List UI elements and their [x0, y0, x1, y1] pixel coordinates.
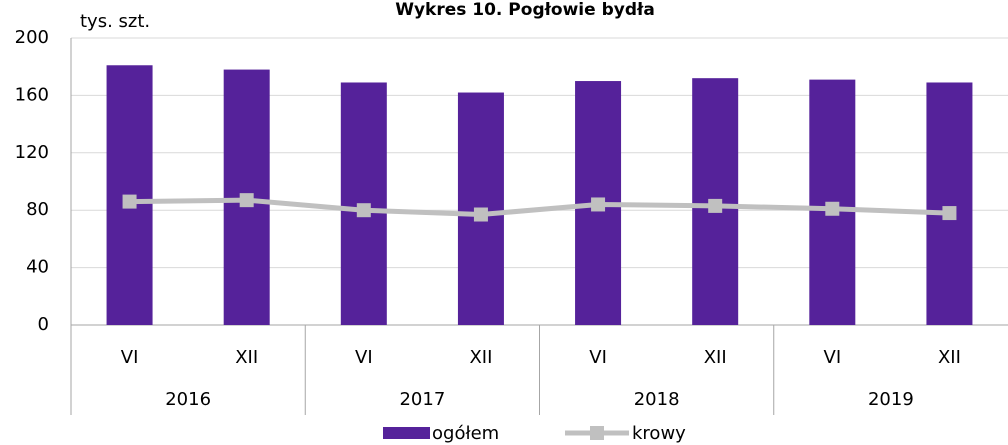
y-tick-label: 0	[38, 314, 49, 335]
legend-label: krowy	[632, 423, 686, 444]
group-label: 2017	[399, 389, 445, 410]
marker	[708, 198, 723, 213]
y-tick-label: 40	[26, 257, 49, 278]
marker	[239, 193, 254, 208]
x-tick-label: XII	[235, 347, 258, 368]
y-tick-label: 120	[15, 142, 49, 163]
group-label: 2019	[868, 389, 914, 410]
chart-title: Wykres 10. Pogłowie bydła	[395, 0, 655, 20]
y-tick-label: 200	[15, 27, 49, 48]
y-tick-label: 160	[15, 84, 49, 105]
marker	[473, 207, 488, 222]
group-label: 2016	[165, 389, 211, 410]
x-tick-label: VI	[121, 347, 139, 368]
x-tick-label: VI	[824, 347, 842, 368]
y-axis-label: tys. szt.	[80, 11, 150, 32]
marker	[356, 203, 371, 218]
legend-swatch	[383, 427, 430, 439]
group-label: 2018	[634, 389, 680, 410]
legend-label: ogółem	[432, 423, 499, 444]
x-tick-label: VI	[355, 347, 373, 368]
marker	[591, 197, 606, 212]
bar	[926, 82, 973, 325]
x-tick-label: VI	[589, 347, 607, 368]
legend-swatch	[590, 426, 604, 440]
x-tick-label: XII	[469, 347, 492, 368]
marker	[825, 201, 840, 216]
line	[129, 197, 950, 218]
y-tick-label: 80	[26, 199, 49, 220]
x-tick-label: XII	[938, 347, 961, 368]
x-tick-label: XII	[704, 347, 727, 368]
marker	[942, 206, 957, 221]
marker	[122, 194, 137, 209]
